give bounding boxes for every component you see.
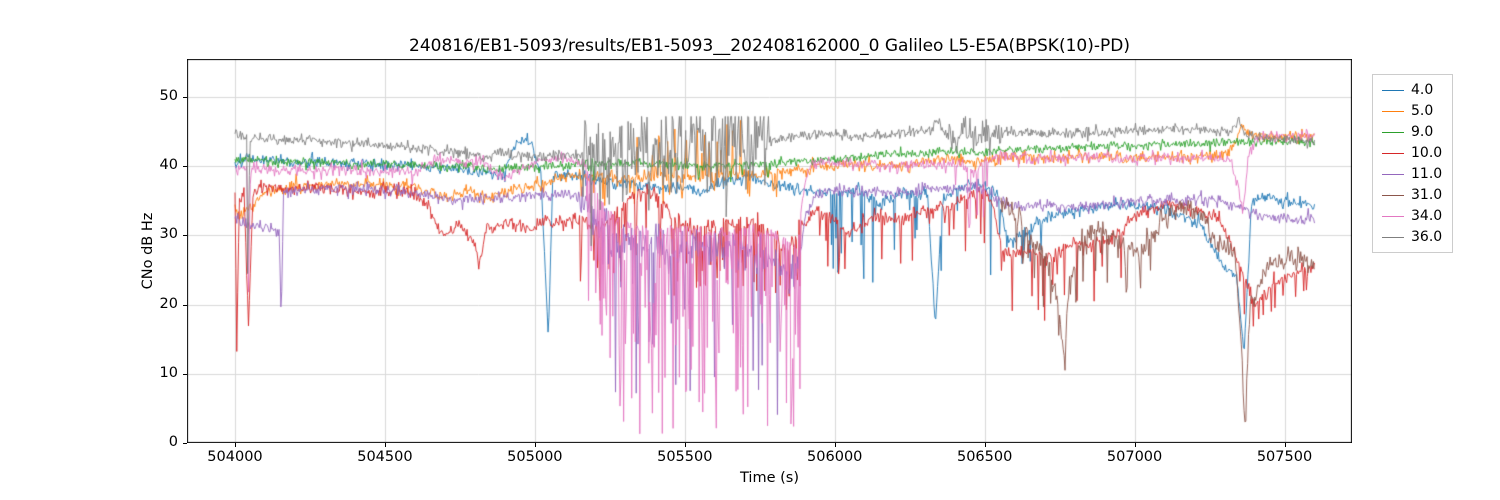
legend-swatch-line [1382, 236, 1404, 238]
legend-swatch-line [1382, 194, 1404, 196]
x-axis-label: Time (s) [740, 470, 799, 486]
y-tick-label: 30 [159, 226, 178, 243]
legend: 4.0 5.0 9.0 10.0 11.0 31.0 34.0 36.0 [1372, 74, 1454, 253]
legend-label: 5.0 [1411, 103, 1434, 119]
x-tick-label: 507500 [1256, 449, 1313, 465]
legend-label: 36.0 [1411, 229, 1443, 245]
legend-label: 9.0 [1411, 124, 1434, 140]
legend-item: 9.0 [1382, 124, 1442, 140]
plot-area [187, 59, 1352, 443]
x-tick-label: 504500 [357, 449, 413, 465]
x-tick-mark [1285, 443, 1286, 447]
y-tick-mark [183, 166, 187, 167]
x-tick-mark [685, 443, 686, 447]
x-tick-mark [385, 443, 386, 447]
legend-label: 11.0 [1411, 166, 1443, 182]
y-tick-label: 0 [168, 434, 178, 450]
legend-swatch-line [1382, 89, 1404, 91]
legend-item: 5.0 [1382, 103, 1442, 119]
legend-label: 10.0 [1411, 145, 1443, 161]
chart-title: 240816/EB1-5093/results/EB1-5093__202408… [409, 36, 1130, 56]
x-tick-mark [1135, 443, 1136, 447]
legend-label: 4.0 [1411, 82, 1434, 98]
legend-swatch-line [1382, 152, 1404, 154]
x-tick-mark [985, 443, 986, 447]
legend-swatch-line [1382, 110, 1404, 112]
y-tick-label: 20 [159, 295, 178, 312]
y-tick-mark [183, 374, 187, 375]
x-tick-mark [235, 443, 236, 447]
legend-item: 31.0 [1382, 187, 1442, 203]
legend-swatch-line [1382, 173, 1404, 175]
x-tick-mark [535, 443, 536, 447]
y-tick-mark [183, 443, 187, 444]
legend-item: 34.0 [1382, 208, 1442, 224]
x-tick-label: 507000 [1106, 449, 1163, 465]
y-axis-label: CNo dB Hz [140, 212, 156, 290]
legend-item: 10.0 [1382, 145, 1442, 161]
legend-swatch-line [1382, 215, 1404, 217]
legend-swatch-line [1382, 131, 1404, 133]
legend-label: 31.0 [1411, 187, 1443, 203]
y-tick-mark [183, 305, 187, 306]
x-tick-mark [835, 443, 836, 447]
legend-item: 11.0 [1382, 166, 1442, 182]
x-tick-label: 505500 [657, 449, 713, 465]
x-tick-label: 504000 [207, 449, 263, 465]
x-tick-label: 506500 [956, 449, 1013, 465]
x-tick-label: 505000 [507, 449, 563, 465]
legend-label: 34.0 [1411, 208, 1443, 224]
y-tick-label: 40 [159, 157, 178, 174]
y-tick-label: 10 [159, 364, 178, 381]
legend-item: 36.0 [1382, 229, 1442, 245]
y-tick-mark [183, 97, 187, 98]
y-tick-mark [183, 235, 187, 236]
legend-item: 4.0 [1382, 82, 1442, 98]
x-tick-label: 506000 [807, 449, 863, 465]
y-tick-label: 50 [159, 88, 178, 105]
